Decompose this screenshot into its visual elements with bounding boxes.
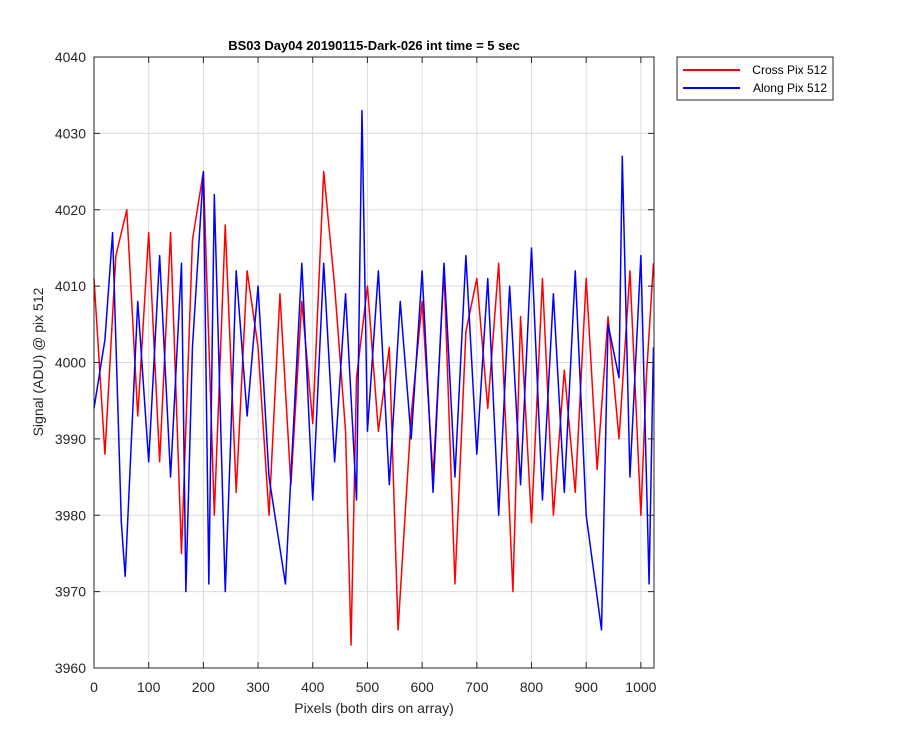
grid-lines [94, 57, 654, 668]
y-tick-label: 3960 [55, 660, 86, 676]
x-tick-label: 500 [356, 679, 380, 695]
series-line-along-pix [93, 109, 655, 631]
y-tick-label: 3970 [55, 584, 86, 600]
y-axis-label: Signal (ADU) @ pix 512 [30, 287, 46, 436]
y-tick-label: 3990 [55, 431, 86, 447]
x-tick-label: 900 [575, 679, 599, 695]
x-tick-label: 100 [137, 679, 161, 695]
legend-box [676, 56, 834, 101]
y-tick-label: 4010 [55, 278, 86, 294]
x-tick-label: 700 [465, 679, 489, 695]
x-tick-label: 200 [192, 679, 216, 695]
axis-ticks: 0 100 200 300 400 500 600 700 800 900 1000 3960 3970… [55, 49, 657, 695]
legend-label-along: Along Pix 512 [753, 81, 827, 95]
x-tick-label: 0 [90, 679, 98, 695]
y-tick-label: 4040 [55, 49, 86, 65]
x-tick-label: 600 [410, 679, 434, 695]
x-tick-label: 1000 [625, 679, 656, 695]
x-tick-label: 300 [246, 679, 270, 695]
y-tick-label: 4000 [55, 355, 86, 371]
series-layer [93, 109, 655, 646]
y-tick-label: 4030 [55, 125, 86, 141]
y-tick-label: 3980 [55, 507, 86, 523]
y-tick-label: 4020 [55, 202, 86, 218]
legend-label-cross: Cross Pix 512 [752, 63, 827, 77]
legend: Cross Pix 512 Along Pix 512 [676, 56, 834, 101]
x-tick-label: 400 [301, 679, 325, 695]
x-axis-label: Pixels (both dirs on array) [294, 700, 454, 716]
chart-title: BS03 Day04 20190115-Dark-026 int time = … [228, 38, 520, 53]
x-tick-label: 800 [520, 679, 544, 695]
